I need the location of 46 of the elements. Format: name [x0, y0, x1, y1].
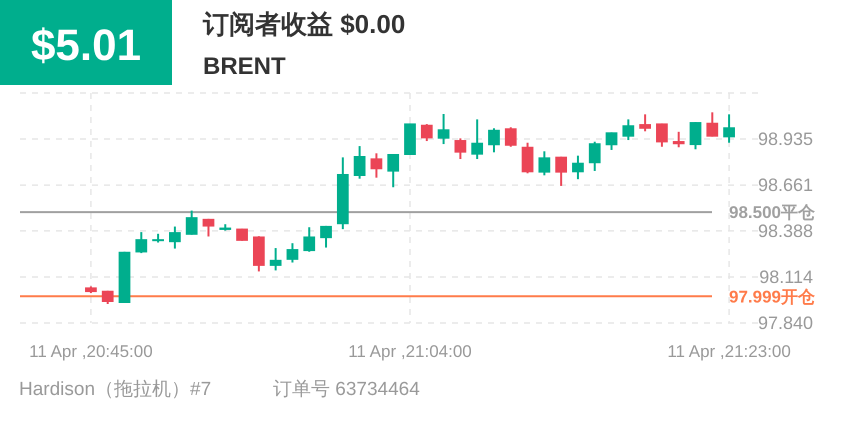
- candlestick: [504, 126, 517, 148]
- candlestick: [320, 224, 332, 249]
- candlestick: [102, 290, 114, 306]
- candlestick: [656, 122, 668, 148]
- text: 订单号 63734464: [273, 379, 420, 400]
- candlestick: [488, 127, 500, 154]
- candlestick: [169, 226, 181, 250]
- candlestick: [202, 218, 214, 238]
- candlestick: [387, 152, 400, 188]
- candlestick: [354, 145, 366, 180]
- candlestick: [588, 140, 601, 172]
- candlestick: [186, 210, 198, 236]
- candlestick: [606, 131, 618, 151]
- x-tick-label: 11 Apr ,21:04:00: [348, 342, 472, 361]
- candlestick: [303, 226, 316, 253]
- candlestick: [135, 231, 148, 254]
- candlestick: [622, 118, 634, 142]
- candlestick: [572, 154, 584, 180]
- candlestick: [270, 247, 282, 272]
- text: $5.01: [30, 21, 142, 70]
- candlestick: [706, 111, 718, 138]
- candlestick: [555, 156, 568, 187]
- y-tick-label: 98.661: [758, 175, 813, 196]
- candlestick: [538, 150, 550, 176]
- candlestick: [672, 130, 685, 148]
- candlestick: [639, 113, 651, 132]
- candlestick: [370, 152, 382, 179]
- chart-subtitle: BRENT: [203, 53, 286, 80]
- candlestick: [236, 228, 248, 242]
- y-tick-label: 98.935: [758, 129, 813, 150]
- candlestick: [286, 242, 298, 264]
- candlestick: [723, 113, 735, 144]
- y-tick-label: 98.114: [759, 266, 813, 287]
- chart-title: 订阅者收益 $0.00: [202, 9, 406, 39]
- y-tick-label: 98.388: [758, 220, 813, 241]
- candlestick: [420, 123, 433, 142]
- candlestick: [438, 113, 450, 146]
- candlestick: [690, 121, 702, 150]
- y-tick-label: 97.840: [758, 313, 813, 333]
- ref-line-label: 98.500平仓: [729, 203, 816, 222]
- ref-line-label: 97.999开仓: [729, 287, 816, 306]
- text: Hardison（拖拉机）#7: [19, 379, 212, 400]
- candlestick: [454, 137, 466, 160]
- x-tick-label: 11 Apr ,20:45:00: [29, 342, 153, 361]
- x-tick-label: 11 Apr ,21:23:00: [667, 342, 791, 361]
- candlestick: [471, 118, 484, 160]
